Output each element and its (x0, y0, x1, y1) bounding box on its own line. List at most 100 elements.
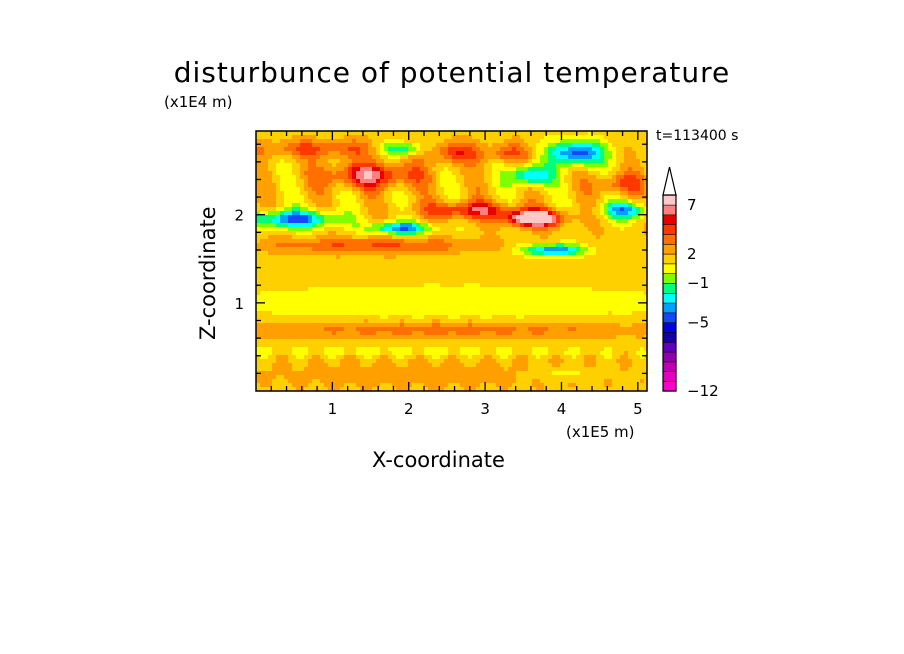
field-cell (496, 251, 501, 256)
field-cell (340, 243, 345, 248)
field-cell (548, 215, 553, 220)
field-cell (460, 263, 465, 268)
field-cell (280, 207, 285, 212)
field-cell (628, 135, 633, 140)
field-cell (420, 287, 425, 292)
field-cell (508, 223, 513, 228)
field-cell (276, 243, 281, 248)
field-cell (508, 263, 513, 268)
field-cell (552, 275, 557, 280)
field-cell (368, 147, 373, 152)
field-cell (256, 247, 261, 252)
field-cell (328, 203, 333, 208)
field-cell (528, 207, 533, 212)
field-cell (512, 319, 517, 324)
field-cell (448, 271, 453, 276)
field-cell (480, 171, 485, 176)
field-cell (380, 247, 385, 252)
field-cell (616, 167, 621, 172)
field-cell (580, 163, 585, 168)
field-cell (580, 239, 585, 244)
field-cell (616, 323, 621, 328)
field-cell (284, 247, 289, 252)
field-cell (256, 295, 261, 300)
field-cell (560, 275, 565, 280)
field-cell (484, 199, 489, 204)
field-cell (616, 235, 621, 240)
field-cell (288, 155, 293, 160)
field-cell (380, 187, 385, 192)
field-cell (524, 287, 529, 292)
field-cell (472, 303, 477, 308)
field-cell (272, 143, 277, 148)
field-cell (524, 163, 529, 168)
field-cell (568, 279, 573, 284)
field-cell (536, 307, 541, 312)
field-cell (532, 323, 537, 328)
field-cell (364, 195, 369, 200)
field-cell (292, 267, 297, 272)
field-cell (500, 159, 505, 164)
field-cell (512, 159, 517, 164)
field-cell (408, 179, 413, 184)
field-cell (356, 291, 361, 296)
field-cell (584, 199, 589, 204)
field-cell (476, 255, 481, 260)
field-cell (636, 247, 641, 252)
field-cell (612, 223, 617, 228)
field-cell (328, 163, 333, 168)
field-cell (512, 287, 517, 292)
field-cell (264, 147, 269, 152)
field-cell (632, 287, 637, 292)
field-cell (636, 291, 641, 296)
field-cell (532, 139, 537, 144)
field-cell (296, 275, 301, 280)
field-cell (548, 283, 553, 288)
field-cell (636, 307, 641, 312)
field-cell (324, 239, 329, 244)
field-cell (508, 155, 513, 160)
field-cell (464, 239, 469, 244)
field-cell (424, 155, 429, 160)
field-cell (376, 135, 381, 140)
field-cell (256, 231, 261, 236)
field-cell (540, 203, 545, 208)
field-cell (344, 219, 349, 224)
field-cell (440, 259, 445, 264)
field-cell (432, 315, 437, 320)
field-cell (496, 267, 501, 272)
field-cell (616, 255, 621, 260)
field-cell (624, 163, 629, 168)
field-cell (296, 147, 301, 152)
field-cell (504, 255, 509, 260)
field-cell (420, 155, 425, 160)
field-cell (456, 175, 461, 180)
field-cell (492, 151, 497, 156)
field-cell (584, 231, 589, 236)
field-cell (332, 271, 337, 276)
field-cell (412, 163, 417, 168)
field-cell (564, 227, 569, 232)
field-cell (284, 279, 289, 284)
field-cell (420, 291, 425, 296)
field-cell (460, 195, 465, 200)
field-cell (328, 247, 333, 252)
field-cell (532, 295, 537, 300)
field-cell (548, 247, 553, 252)
field-cell (316, 191, 321, 196)
field-cell (544, 211, 549, 216)
field-cell (400, 135, 405, 140)
field-cell (300, 215, 305, 220)
field-cell (452, 223, 457, 228)
field-cell (336, 275, 341, 280)
field-cell (336, 135, 341, 140)
field-cell (328, 187, 333, 192)
field-cell (400, 199, 405, 204)
field-cell (456, 239, 461, 244)
field-cell (340, 267, 345, 272)
field-cell (600, 307, 605, 312)
field-cell (464, 223, 469, 228)
field-cell (352, 231, 357, 236)
field-cell (536, 139, 541, 144)
field-cell (384, 263, 389, 268)
